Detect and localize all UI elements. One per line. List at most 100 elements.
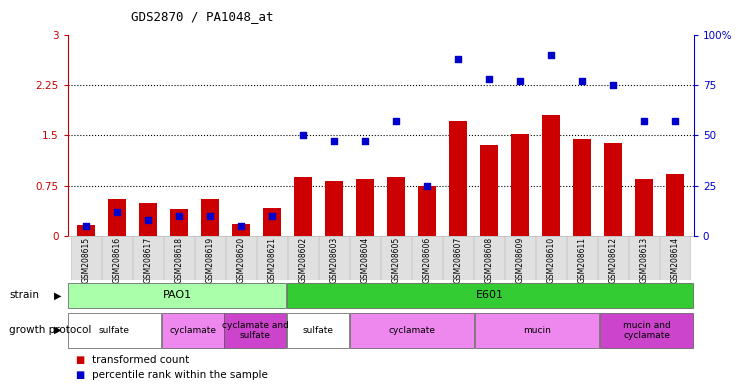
- Point: [452, 56, 464, 62]
- FancyBboxPatch shape: [134, 236, 163, 280]
- Bar: [666, 174, 685, 236]
- FancyBboxPatch shape: [71, 236, 101, 280]
- Text: percentile rank within the sample: percentile rank within the sample: [92, 370, 267, 380]
- FancyBboxPatch shape: [474, 236, 504, 280]
- Text: strain: strain: [9, 290, 39, 300]
- Point: [422, 183, 434, 189]
- Bar: [356, 179, 374, 236]
- FancyBboxPatch shape: [350, 313, 474, 348]
- Text: GSM208605: GSM208605: [392, 237, 400, 283]
- Point: [514, 78, 526, 84]
- FancyBboxPatch shape: [162, 313, 224, 348]
- FancyBboxPatch shape: [567, 236, 597, 280]
- Point: [608, 82, 619, 88]
- Text: ▶: ▶: [54, 325, 62, 335]
- Text: mucin: mucin: [524, 326, 551, 335]
- Bar: [262, 208, 281, 236]
- Text: GSM208614: GSM208614: [670, 237, 680, 283]
- FancyBboxPatch shape: [68, 313, 161, 348]
- Point: [111, 209, 123, 215]
- Text: ■: ■: [75, 355, 84, 365]
- Bar: [418, 186, 436, 236]
- Text: GSM208620: GSM208620: [236, 237, 245, 283]
- Point: [297, 132, 309, 139]
- Text: transformed count: transformed count: [92, 355, 189, 365]
- FancyBboxPatch shape: [413, 236, 442, 280]
- Text: mucin and
cyclamate: mucin and cyclamate: [623, 321, 670, 340]
- Text: GSM208606: GSM208606: [423, 237, 432, 283]
- Point: [204, 213, 216, 219]
- FancyBboxPatch shape: [660, 236, 690, 280]
- Text: GSM208617: GSM208617: [143, 237, 152, 283]
- FancyBboxPatch shape: [102, 236, 132, 280]
- Text: cyclamate and
sulfate: cyclamate and sulfate: [222, 321, 289, 340]
- Point: [390, 118, 402, 124]
- FancyBboxPatch shape: [475, 313, 599, 348]
- Bar: [108, 199, 127, 236]
- Point: [80, 223, 92, 229]
- Bar: [294, 177, 313, 236]
- Bar: [170, 209, 188, 236]
- Text: PAO1: PAO1: [163, 290, 192, 300]
- Text: GSM208611: GSM208611: [578, 237, 586, 283]
- Point: [173, 213, 185, 219]
- Text: GDS2870 / PA1048_at: GDS2870 / PA1048_at: [131, 10, 274, 23]
- Text: cyclamate: cyclamate: [388, 326, 436, 335]
- FancyBboxPatch shape: [536, 236, 566, 280]
- Bar: [201, 199, 220, 236]
- Bar: [634, 179, 653, 236]
- FancyBboxPatch shape: [320, 236, 349, 280]
- Text: GSM208612: GSM208612: [609, 237, 618, 283]
- Bar: [232, 224, 251, 236]
- Text: ▶: ▶: [54, 290, 62, 300]
- Text: GSM208618: GSM208618: [175, 237, 184, 283]
- FancyBboxPatch shape: [629, 236, 659, 280]
- Text: GSM208603: GSM208603: [329, 237, 338, 283]
- Point: [266, 213, 278, 219]
- Point: [669, 118, 681, 124]
- Text: GSM208608: GSM208608: [484, 237, 494, 283]
- FancyBboxPatch shape: [598, 236, 628, 280]
- Text: GSM208609: GSM208609: [516, 237, 525, 283]
- FancyBboxPatch shape: [68, 283, 286, 308]
- Bar: [542, 115, 560, 236]
- FancyBboxPatch shape: [257, 236, 287, 280]
- Bar: [573, 139, 592, 236]
- Text: cyclamate: cyclamate: [170, 326, 216, 335]
- Bar: [325, 181, 344, 236]
- Point: [638, 118, 650, 124]
- FancyBboxPatch shape: [287, 313, 349, 348]
- FancyBboxPatch shape: [600, 313, 694, 348]
- Text: E601: E601: [476, 290, 504, 300]
- FancyBboxPatch shape: [224, 313, 286, 348]
- FancyBboxPatch shape: [350, 236, 380, 280]
- Text: ■: ■: [75, 370, 84, 380]
- Text: GSM208613: GSM208613: [640, 237, 649, 283]
- Bar: [448, 121, 467, 236]
- FancyBboxPatch shape: [506, 236, 535, 280]
- Text: GSM208610: GSM208610: [547, 237, 556, 283]
- Bar: [511, 134, 530, 236]
- Text: GSM208616: GSM208616: [112, 237, 122, 283]
- Bar: [387, 177, 406, 236]
- Point: [483, 76, 495, 82]
- Point: [359, 138, 371, 144]
- Point: [235, 223, 247, 229]
- FancyBboxPatch shape: [164, 236, 194, 280]
- Bar: [604, 144, 622, 236]
- Text: GSM208621: GSM208621: [268, 237, 277, 283]
- FancyBboxPatch shape: [381, 236, 411, 280]
- Text: GSM208615: GSM208615: [82, 237, 91, 283]
- Text: GSM208604: GSM208604: [361, 237, 370, 283]
- FancyBboxPatch shape: [287, 283, 694, 308]
- Point: [576, 78, 588, 84]
- Text: GSM208602: GSM208602: [298, 237, 307, 283]
- Point: [142, 217, 154, 223]
- Text: growth protocol: growth protocol: [9, 325, 92, 335]
- Point: [545, 52, 557, 58]
- Bar: [480, 146, 499, 236]
- Text: GSM208619: GSM208619: [206, 237, 214, 283]
- Bar: [76, 225, 95, 236]
- Text: sulfate: sulfate: [99, 326, 130, 335]
- Text: sulfate: sulfate: [302, 326, 334, 335]
